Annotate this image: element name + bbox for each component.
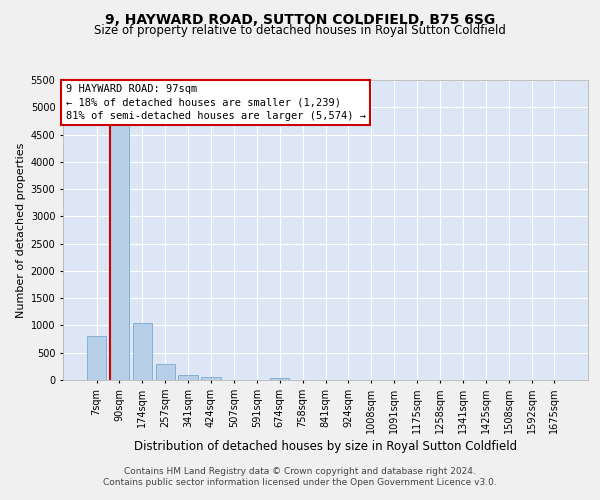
Text: Contains HM Land Registry data © Crown copyright and database right 2024.: Contains HM Land Registry data © Crown c… [124, 467, 476, 476]
Text: 9, HAYWARD ROAD, SUTTON COLDFIELD, B75 6SG: 9, HAYWARD ROAD, SUTTON COLDFIELD, B75 6… [105, 12, 495, 26]
Bar [270, 378, 289, 380]
Text: 9 HAYWARD ROAD: 97sqm
← 18% of detached houses are smaller (1,239)
81% of semi-d: 9 HAYWARD ROAD: 97sqm ← 18% of detached … [65, 84, 365, 121]
Bar [133, 322, 152, 380]
Bar [110, 96, 129, 380]
Text: Size of property relative to detached houses in Royal Sutton Coldfield: Size of property relative to detached ho… [94, 24, 506, 37]
Bar [155, 364, 175, 380]
Bar [87, 336, 106, 380]
X-axis label: Distribution of detached houses by size in Royal Sutton Coldfield: Distribution of detached houses by size … [134, 440, 517, 453]
Text: Contains public sector information licensed under the Open Government Licence v3: Contains public sector information licen… [103, 478, 497, 487]
Bar [178, 375, 198, 380]
Bar [202, 378, 221, 380]
Y-axis label: Number of detached properties: Number of detached properties [16, 142, 26, 318]
